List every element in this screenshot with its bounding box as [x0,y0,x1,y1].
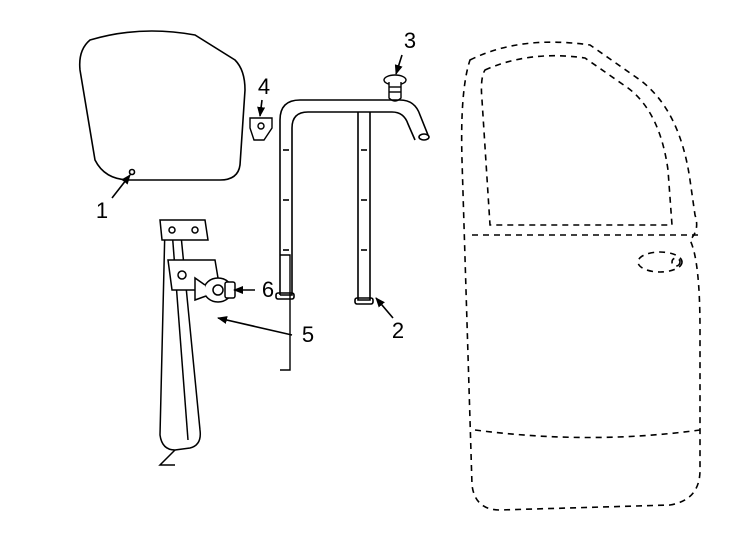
arrow-3 [396,55,402,74]
label-2: 2 [392,318,404,343]
part-channel-screw [384,75,406,101]
parts-diagram: 1 2 3 4 5 6 [0,0,734,540]
part-door-glass [80,31,245,180]
part-glass-guide-clip [250,118,272,140]
part-window-regulator [160,220,220,465]
label-1: 1 [96,198,108,223]
label-5: 5 [302,322,314,347]
callout-labels: 1 2 3 4 5 6 [96,28,416,347]
label-4: 4 [258,74,270,99]
label-6: 6 [262,277,274,302]
arrow-2 [376,298,393,318]
part-window-motor [195,278,235,302]
part-run-channel [276,100,429,304]
part-door-shell-outline [462,42,700,510]
arrow-5 [218,318,292,335]
label-3: 3 [404,28,416,53]
callout-bracket-5-6 [280,255,290,370]
arrow-4 [260,100,262,116]
